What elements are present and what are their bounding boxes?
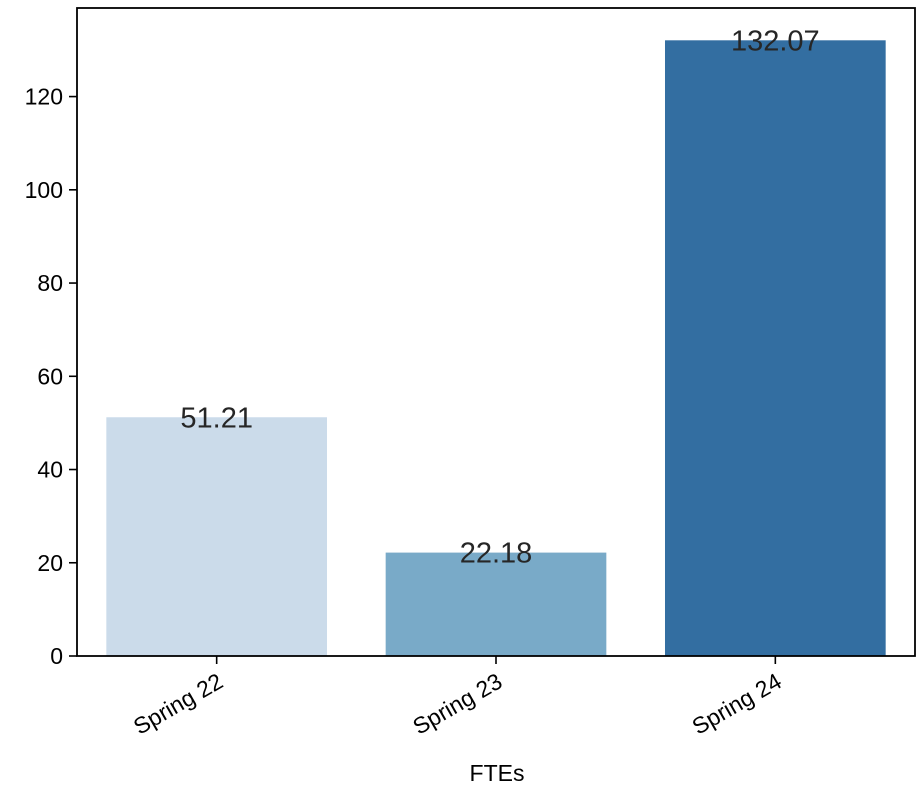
bar [106, 417, 328, 656]
y-tick-label: 120 [25, 84, 63, 110]
x-axis: Spring 22 Spring 23 Spring 24 [129, 656, 786, 740]
bar [664, 40, 886, 656]
bar-value-label: 22.18 [460, 538, 533, 570]
bar-value-label: 132.07 [731, 25, 820, 57]
y-tick-label: 0 [50, 643, 63, 669]
x-tick-label: Spring 22 [129, 668, 227, 740]
y-tick-label: 100 [25, 177, 63, 203]
x-tick-label: Spring 23 [408, 668, 506, 740]
bar-group: 51.21 22.18 132.07 [106, 25, 886, 656]
x-tick-label: Spring 24 [688, 668, 786, 740]
y-tick-label: 60 [37, 363, 63, 389]
axes-spines [76, 7, 916, 657]
bar-value-label: 51.21 [180, 402, 253, 434]
y-tick-label: 20 [37, 550, 63, 576]
y-tick-label: 40 [37, 457, 63, 483]
x-axis-title: FTEs [470, 760, 525, 786]
y-tick-label: 80 [37, 270, 63, 296]
bar [385, 552, 607, 656]
plot-frame [76, 7, 916, 657]
y-axis: 0 20 40 60 80 100 120 [25, 84, 77, 669]
